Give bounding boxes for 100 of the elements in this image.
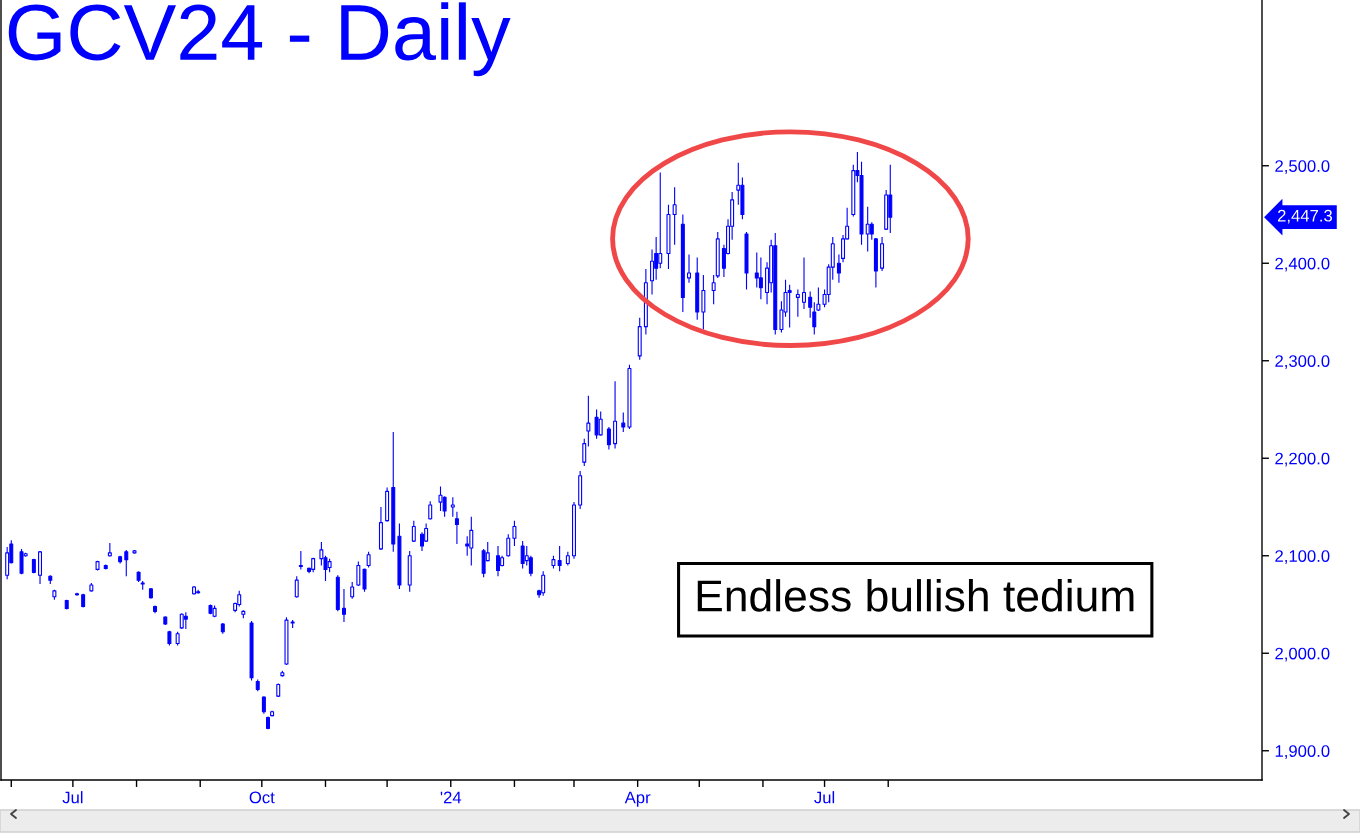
candlestick: [407, 550, 412, 593]
candlestick: [118, 555, 123, 565]
candlestick: [621, 411, 626, 433]
x-tick-label: Apr: [624, 791, 651, 807]
y-tick-label: 2,300.0: [1275, 355, 1330, 369]
candlestick: [298, 550, 303, 570]
candlestick: [255, 679, 260, 692]
candlestick: [95, 560, 100, 571]
candlestick: [551, 555, 556, 569]
candlestick: [89, 582, 94, 593]
candlestick: [411, 520, 416, 543]
candlestick: [773, 232, 778, 335]
candlestick: [606, 426, 611, 451]
y-tick-label: 2,200.0: [1275, 452, 1330, 467]
candlestick: [38, 550, 43, 585]
candlestick: [335, 574, 340, 612]
candlestick: [627, 364, 632, 430]
chart-title: GCV24 - Daily: [8, 2, 511, 77]
y-tick-label: 2,500.0: [1275, 160, 1330, 174]
candlestick: [132, 549, 137, 555]
candlestick: [31, 558, 36, 574]
candlestick: [183, 611, 188, 630]
candlestick: [153, 604, 158, 614]
candlestick: [672, 186, 677, 246]
candlestick: [397, 523, 402, 590]
candlestick: [565, 551, 570, 567]
x-tick-label: Jul: [814, 791, 835, 804]
candlestick: [140, 580, 145, 591]
candlestick: [192, 585, 197, 596]
candlestick: [237, 590, 242, 608]
y-tick-label: 2,100.0: [1275, 550, 1330, 564]
candlestick: [715, 231, 720, 279]
candlestick: [241, 609, 246, 619]
candlestick: [103, 563, 108, 570]
candlestick: [594, 408, 599, 440]
candlestick: [261, 695, 266, 715]
candlestick: [136, 570, 141, 583]
candlestick: [802, 256, 807, 310]
candlestick: [284, 616, 289, 666]
candlestick: [582, 438, 587, 467]
candlestick: [52, 589, 57, 601]
candlestick: [175, 631, 180, 647]
candlestick: [220, 622, 225, 635]
candlestick: [758, 256, 763, 300]
annotation: Endless bullish tedium: [697, 579, 1134, 612]
candlestick: [701, 274, 706, 331]
candlestick: [512, 520, 517, 547]
candlestick: [469, 516, 474, 567]
candlestick: [311, 557, 316, 573]
x-tick-label: Oct: [249, 791, 275, 804]
candlestick: [356, 561, 361, 587]
candlestick: [350, 581, 355, 600]
candlestick: [865, 206, 870, 253]
x-tick-label: '24: [440, 791, 462, 804]
candlestick: [74, 592, 79, 597]
candlestick: [744, 231, 749, 291]
candlestick: [450, 496, 455, 518]
candlestick: [208, 603, 213, 615]
candlestick: [163, 615, 168, 626]
candlestick: [541, 570, 546, 597]
candlestick: [64, 599, 69, 610]
candlestick: [280, 670, 285, 678]
candlestick: [378, 506, 383, 551]
candlestick: [496, 545, 500, 577]
candlestick: [613, 380, 618, 450]
candlestick: [19, 548, 24, 575]
candlestick: [557, 545, 562, 572]
candlestick: [586, 395, 591, 448]
candlestick: [454, 511, 459, 545]
candlestick: [265, 716, 270, 730]
candlestick: [711, 274, 716, 305]
candlestick: [680, 213, 685, 313]
candlestick: [787, 284, 792, 329]
candlestick: [249, 620, 254, 682]
candlestick: [196, 589, 201, 595]
candlestick: [341, 588, 346, 623]
candlestick: [888, 164, 893, 234]
candlestick: [428, 500, 433, 521]
candlestick: [873, 237, 878, 289]
y-tick-label: 2,400.0: [1275, 257, 1330, 272]
candlestick: [637, 317, 642, 361]
candlestick: [666, 204, 671, 270]
candlestick: [148, 587, 153, 600]
candlestick: [391, 431, 396, 553]
candlestick: [276, 682, 281, 698]
candlestick: [124, 549, 129, 577]
y-tick-label: 1,900.0: [1275, 745, 1330, 759]
candlestick: [179, 612, 184, 630]
candlestick: [290, 619, 295, 629]
candlestick: [81, 593, 86, 608]
candlestick: [366, 551, 371, 569]
text: 2,447.3: [1277, 209, 1333, 224]
y-tick-label: 2,000.0: [1275, 647, 1330, 662]
candlestick: [270, 710, 275, 718]
candlestick: [880, 236, 885, 272]
candlestick: [572, 501, 576, 560]
candlestick: [167, 630, 172, 647]
candlestick: [598, 410, 603, 437]
candlestick: [48, 574, 53, 585]
candlestick: [212, 604, 217, 618]
